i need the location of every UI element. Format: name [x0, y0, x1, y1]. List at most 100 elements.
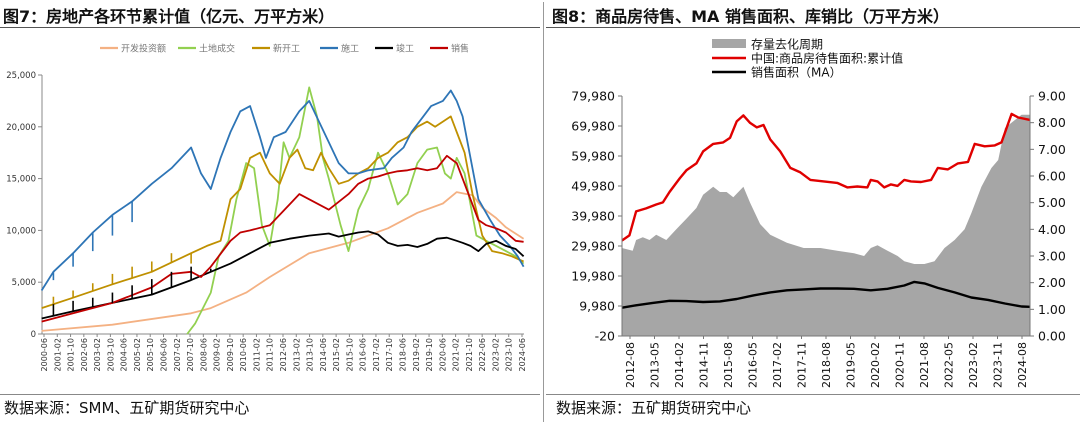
left-y-tick-label: 39,980: [571, 209, 615, 224]
x-tick-label: 2020-02: [869, 342, 882, 388]
x-tick-label: 2014-11: [698, 342, 711, 388]
left-source-rule: [0, 394, 540, 395]
x-tick-label: 2022-05: [943, 342, 956, 388]
series-line-中国:商品房待售面积:累计值: [621, 112, 1031, 242]
x-tick-label: 2020-06: [438, 338, 447, 371]
x-tick-label: 2007-10: [186, 338, 195, 371]
x-tick-label: 2013-10: [306, 338, 315, 371]
x-tick-label: 2014-06: [319, 338, 328, 371]
right-y-tick-label: 5.00: [1038, 195, 1066, 210]
right-y-tick-label: 1.00: [1038, 302, 1066, 317]
x-tick-label: 2023-02: [491, 338, 500, 371]
x-tick-label: 2009-02: [213, 338, 222, 371]
right-y-tick-label: 9.00: [1038, 89, 1066, 104]
series-line-新开工: [41, 115, 524, 309]
x-tick-label: 2009-10: [226, 338, 235, 371]
x-tick-label: 2024-08: [1016, 342, 1029, 388]
right-y-tick-label: 3.00: [1038, 249, 1066, 264]
y-tick-label: 0: [31, 330, 36, 340]
x-tick-label: 2012-08: [624, 342, 637, 388]
left-source-note: 数据来源：SMM、五矿期货研究中心: [4, 399, 250, 417]
x-tick-label: 2017-11: [796, 342, 809, 388]
series-line-土地成交: [186, 86, 525, 335]
left-title-rule: [0, 27, 540, 28]
right-source-note: 数据来源：五矿期货研究中心: [556, 399, 752, 417]
left-y-tick-label: 29,980: [571, 239, 615, 254]
right-source-rule: [546, 394, 1080, 395]
x-tick-label: 2004-06: [120, 338, 129, 371]
x-tick-label: 2016-06: [359, 338, 368, 371]
x-tick-label: 2005-02: [133, 338, 142, 371]
x-tick-label: 2011-10: [266, 338, 275, 371]
x-tick-label: 2019-10: [425, 338, 434, 371]
x-tick-label: 2023-10: [505, 338, 514, 371]
x-tick-label: 2013-02: [292, 338, 301, 371]
series-line-销售面积（MA）: [621, 280, 1031, 309]
panel-divider: [543, 2, 544, 422]
x-tick-label: 2003-10: [106, 338, 115, 371]
x-tick-label: 2015-08: [722, 342, 735, 388]
series-area-存量去化周期: [622, 114, 1030, 336]
y-tick-label: 10,000: [6, 226, 36, 236]
x-tick-label: 2014-02: [673, 342, 686, 388]
legend-swatch-存量去化周期: [712, 39, 746, 48]
x-tick-label: 2016-05: [747, 342, 760, 388]
x-tick-label: 2017-02: [372, 338, 381, 371]
x-tick-label: 2001-02: [53, 338, 62, 371]
left-panel-title: 图7：房地产各环节累计值（亿元、万平方米）: [3, 7, 335, 26]
right-y-tick-label: 6.00: [1038, 169, 1066, 184]
x-tick-label: 2018-06: [399, 338, 408, 371]
legend-label-开发投资额: 开发投资额: [121, 43, 166, 55]
right-y-tick-label: 8.00: [1038, 115, 1066, 130]
series-line-竣工: [41, 230, 525, 320]
series-line-施工: [40, 89, 525, 291]
legend-label-存量去化周期: 存量去化周期: [751, 38, 823, 52]
legend-label-施工: 施工: [341, 43, 359, 55]
left-y-tick-label: 79,980: [571, 89, 615, 104]
right-y-tick-label: 4.00: [1038, 222, 1066, 237]
left-line-chart: 0 5,000 10,000 15,000 20,000 25,000 2000-06 200…: [6, 43, 527, 372]
x-tick-label: 2003-02: [93, 338, 102, 371]
x-tick-label: 2019-05: [845, 342, 858, 388]
x-tick-label: 2012-06: [279, 338, 288, 371]
x-tick-label: 2015-10: [345, 338, 354, 371]
x-tick-label: 2000-06: [40, 338, 49, 371]
x-tick-label: 2021-10: [465, 338, 474, 371]
left-y-tick-label: 69,980: [571, 119, 615, 134]
x-tick-label: 2017-02: [771, 342, 784, 388]
legend-label-销售: 销售: [451, 43, 469, 55]
x-tick-label: 2011-02: [252, 338, 261, 371]
x-tick-label: 2023-11: [992, 342, 1005, 388]
left-y-tick-label: 19,980: [571, 269, 615, 284]
x-tick-label: 2015-02: [332, 338, 341, 371]
y-tick-label: 5,000: [12, 278, 36, 288]
x-tick-label: 2007-02: [173, 338, 182, 371]
x-tick-label: 2017-10: [385, 338, 394, 371]
y-tick-label: 15,000: [6, 175, 36, 185]
x-tick-label: 2002-06: [80, 338, 89, 371]
x-tick-label: 2006-06: [160, 338, 169, 371]
right-title-rule: [546, 27, 1080, 28]
x-tick-label: 2023-02: [967, 342, 980, 388]
right-panel-title: 图8：商品房待售、MA 销售面积、库销比（万平方米）: [552, 7, 950, 26]
x-tick-label: 2005-10: [146, 338, 155, 371]
legend-label-新开工: 新开工: [273, 43, 300, 55]
x-tick-label: 2013-05: [649, 342, 662, 388]
x-tick-label: 2021-02: [452, 338, 461, 371]
right-area-line-chart: -20 9,980 19,980 29,980 39,980 49,980 59,980 69…: [571, 38, 1066, 388]
x-tick-label: 2022-06: [478, 338, 487, 371]
right-y-tick-label: 7.00: [1038, 142, 1066, 157]
x-tick-label: 2020-11: [894, 342, 907, 388]
right-y-tick-label: 0.00: [1038, 329, 1066, 344]
left-y-tick-label: 9,980: [579, 299, 615, 314]
y-tick-label: 25,000: [6, 71, 36, 81]
left-y-tick-label: -20: [595, 329, 615, 344]
x-tick-label: 2001-10: [67, 338, 76, 371]
x-tick-label: 2024-06: [518, 338, 527, 371]
x-tick-label: 2010-06: [239, 338, 248, 371]
right-y-tick-label: 2.00: [1038, 275, 1066, 290]
x-tick-label: 2008-06: [199, 338, 208, 371]
y-tick-label: 20,000: [6, 123, 36, 133]
left-y-tick-label: 49,980: [571, 179, 615, 194]
legend-label-中国:商品房待售面积:累计值: 中国:商品房待售面积:累计值: [751, 51, 903, 66]
